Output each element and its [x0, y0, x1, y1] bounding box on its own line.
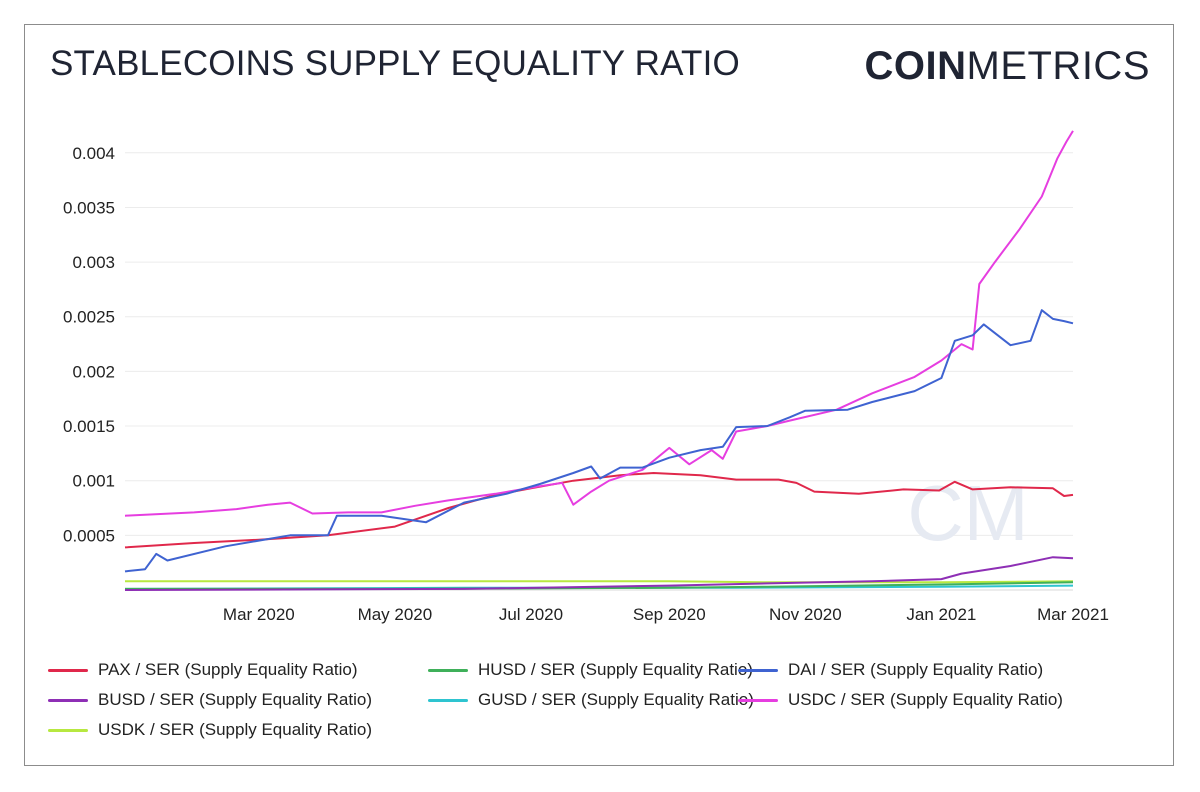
y-tick-label: 0.001 [72, 472, 115, 491]
legend-item[interactable]: DAI / SER (Supply Equality Ratio) [738, 660, 1043, 680]
x-axis-ticks: Mar 2020 May 2020 Jul 2020 Sep 2020 Nov 2020… [223, 605, 1109, 624]
x-tick-label: Mar 2021 [1037, 605, 1109, 624]
logo-bold-text: COIN [864, 44, 967, 88]
chart-frame [24, 24, 1174, 766]
y-axis-ticks: 0.0005 0.001 0.0015 0.002 0.0025 0.003 0.0035 0… [63, 144, 115, 546]
series-line-5 [124, 130, 1074, 517]
x-tick-label: Nov 2020 [769, 605, 842, 624]
y-tick-label: 0.004 [72, 144, 115, 163]
legend-swatch [428, 698, 468, 702]
y-tick-label: 0.002 [72, 362, 115, 381]
x-tick-label: Mar 2020 [223, 605, 295, 624]
legend-item[interactable]: USDK / SER (Supply Equality Ratio) [48, 720, 372, 740]
legend-swatch [738, 668, 778, 672]
legend-label: USDK / SER (Supply Equality Ratio) [98, 720, 372, 739]
watermark: CM [907, 469, 1028, 557]
legend-swatch [428, 668, 468, 672]
series-line-2 [124, 309, 1074, 573]
x-tick-label: May 2020 [358, 605, 433, 624]
chart-title: STABLECOINS SUPPLY EQUALITY RATIO [50, 44, 740, 83]
legend-item[interactable]: USDC / SER (Supply Equality Ratio) [738, 690, 1063, 710]
y-tick-label: 0.0035 [63, 198, 115, 217]
logo-light-text: METRICS [966, 44, 1150, 88]
y-tick-label: 0.0005 [63, 526, 115, 545]
legend-swatch [48, 728, 88, 732]
legend-label: GUSD / SER (Supply Equality Ratio) [478, 690, 754, 709]
legend-item[interactable]: BUSD / SER (Supply Equality Ratio) [48, 690, 372, 710]
legend-label: DAI / SER (Supply Equality Ratio) [788, 660, 1044, 679]
series-lines [124, 130, 1074, 591]
legend-swatch [738, 698, 778, 702]
legend-label: HUSD / SER (Supply Equality Ratio) [478, 660, 753, 679]
x-tick-label: Sep 2020 [633, 605, 706, 624]
series-line-6 [125, 580, 1074, 584]
legend-swatch [48, 668, 88, 672]
legend-label: PAX / SER (Supply Equality Ratio) [98, 660, 358, 679]
legend-swatch [48, 698, 88, 702]
y-tick-label: 0.0025 [63, 308, 115, 327]
y-tick-label: 0.0015 [63, 417, 115, 436]
coinmetrics-logo: COINMETRICS [865, 44, 1151, 89]
legend-item[interactable]: PAX / SER (Supply Equality Ratio) [48, 660, 358, 680]
cm-watermark-mark: CM [907, 469, 1028, 557]
series-line-3 [124, 556, 1074, 591]
x-tick-label: Jan 2021 [906, 605, 976, 624]
legend-item[interactable]: GUSD / SER (Supply Equality Ratio) [428, 690, 754, 710]
y-tick-label: 0.003 [72, 253, 115, 272]
legend-label: USDC / SER (Supply Equality Ratio) [788, 690, 1063, 709]
x-tick-label: Jul 2020 [499, 605, 563, 624]
series-line-0 [124, 472, 1074, 549]
legend-label: BUSD / SER (Supply Equality Ratio) [98, 690, 372, 709]
legend-item[interactable]: HUSD / SER (Supply Equality Ratio) [428, 660, 753, 680]
